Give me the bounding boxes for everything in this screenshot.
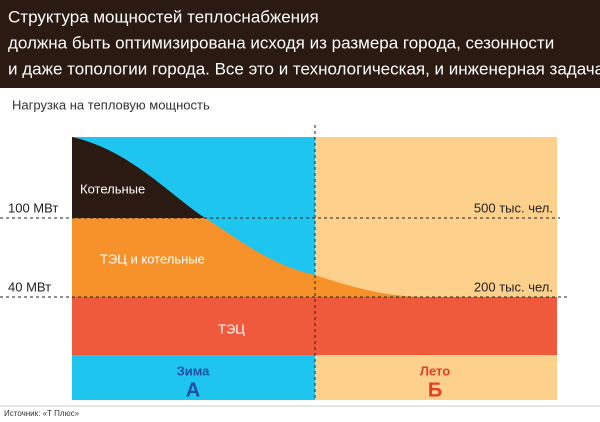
summer-bg — [315, 137, 557, 400]
season-letter: Б — [428, 379, 442, 401]
title-line: Структура мощностей теплоснабжения — [8, 7, 319, 26]
chp-boilers-area — [72, 218, 430, 297]
title-line: должна быть оптимизирована исходя из раз… — [8, 33, 554, 52]
season-letter: А — [186, 379, 200, 401]
area-label: ТЭЦ и котельные — [100, 251, 205, 266]
subtitle: Нагрузка на тепловую мощность — [12, 97, 210, 112]
area-label: Котельные — [80, 181, 145, 196]
level-label: 500 тыс. чел. — [474, 200, 553, 215]
level-label: 40 МВт — [8, 279, 51, 294]
boilers-area — [72, 137, 205, 218]
season-name: Зима — [177, 363, 211, 378]
level-label: 200 тыс. чел. — [474, 279, 553, 294]
area-label: ТЭЦ — [218, 321, 245, 336]
source: Источник: «Т Плюс» — [4, 409, 80, 418]
level-label: 100 МВт — [8, 200, 58, 215]
title-line: и даже топологии города. Все это и техно… — [8, 59, 600, 78]
header-band — [0, 0, 600, 88]
season-name: Лето — [420, 363, 450, 378]
